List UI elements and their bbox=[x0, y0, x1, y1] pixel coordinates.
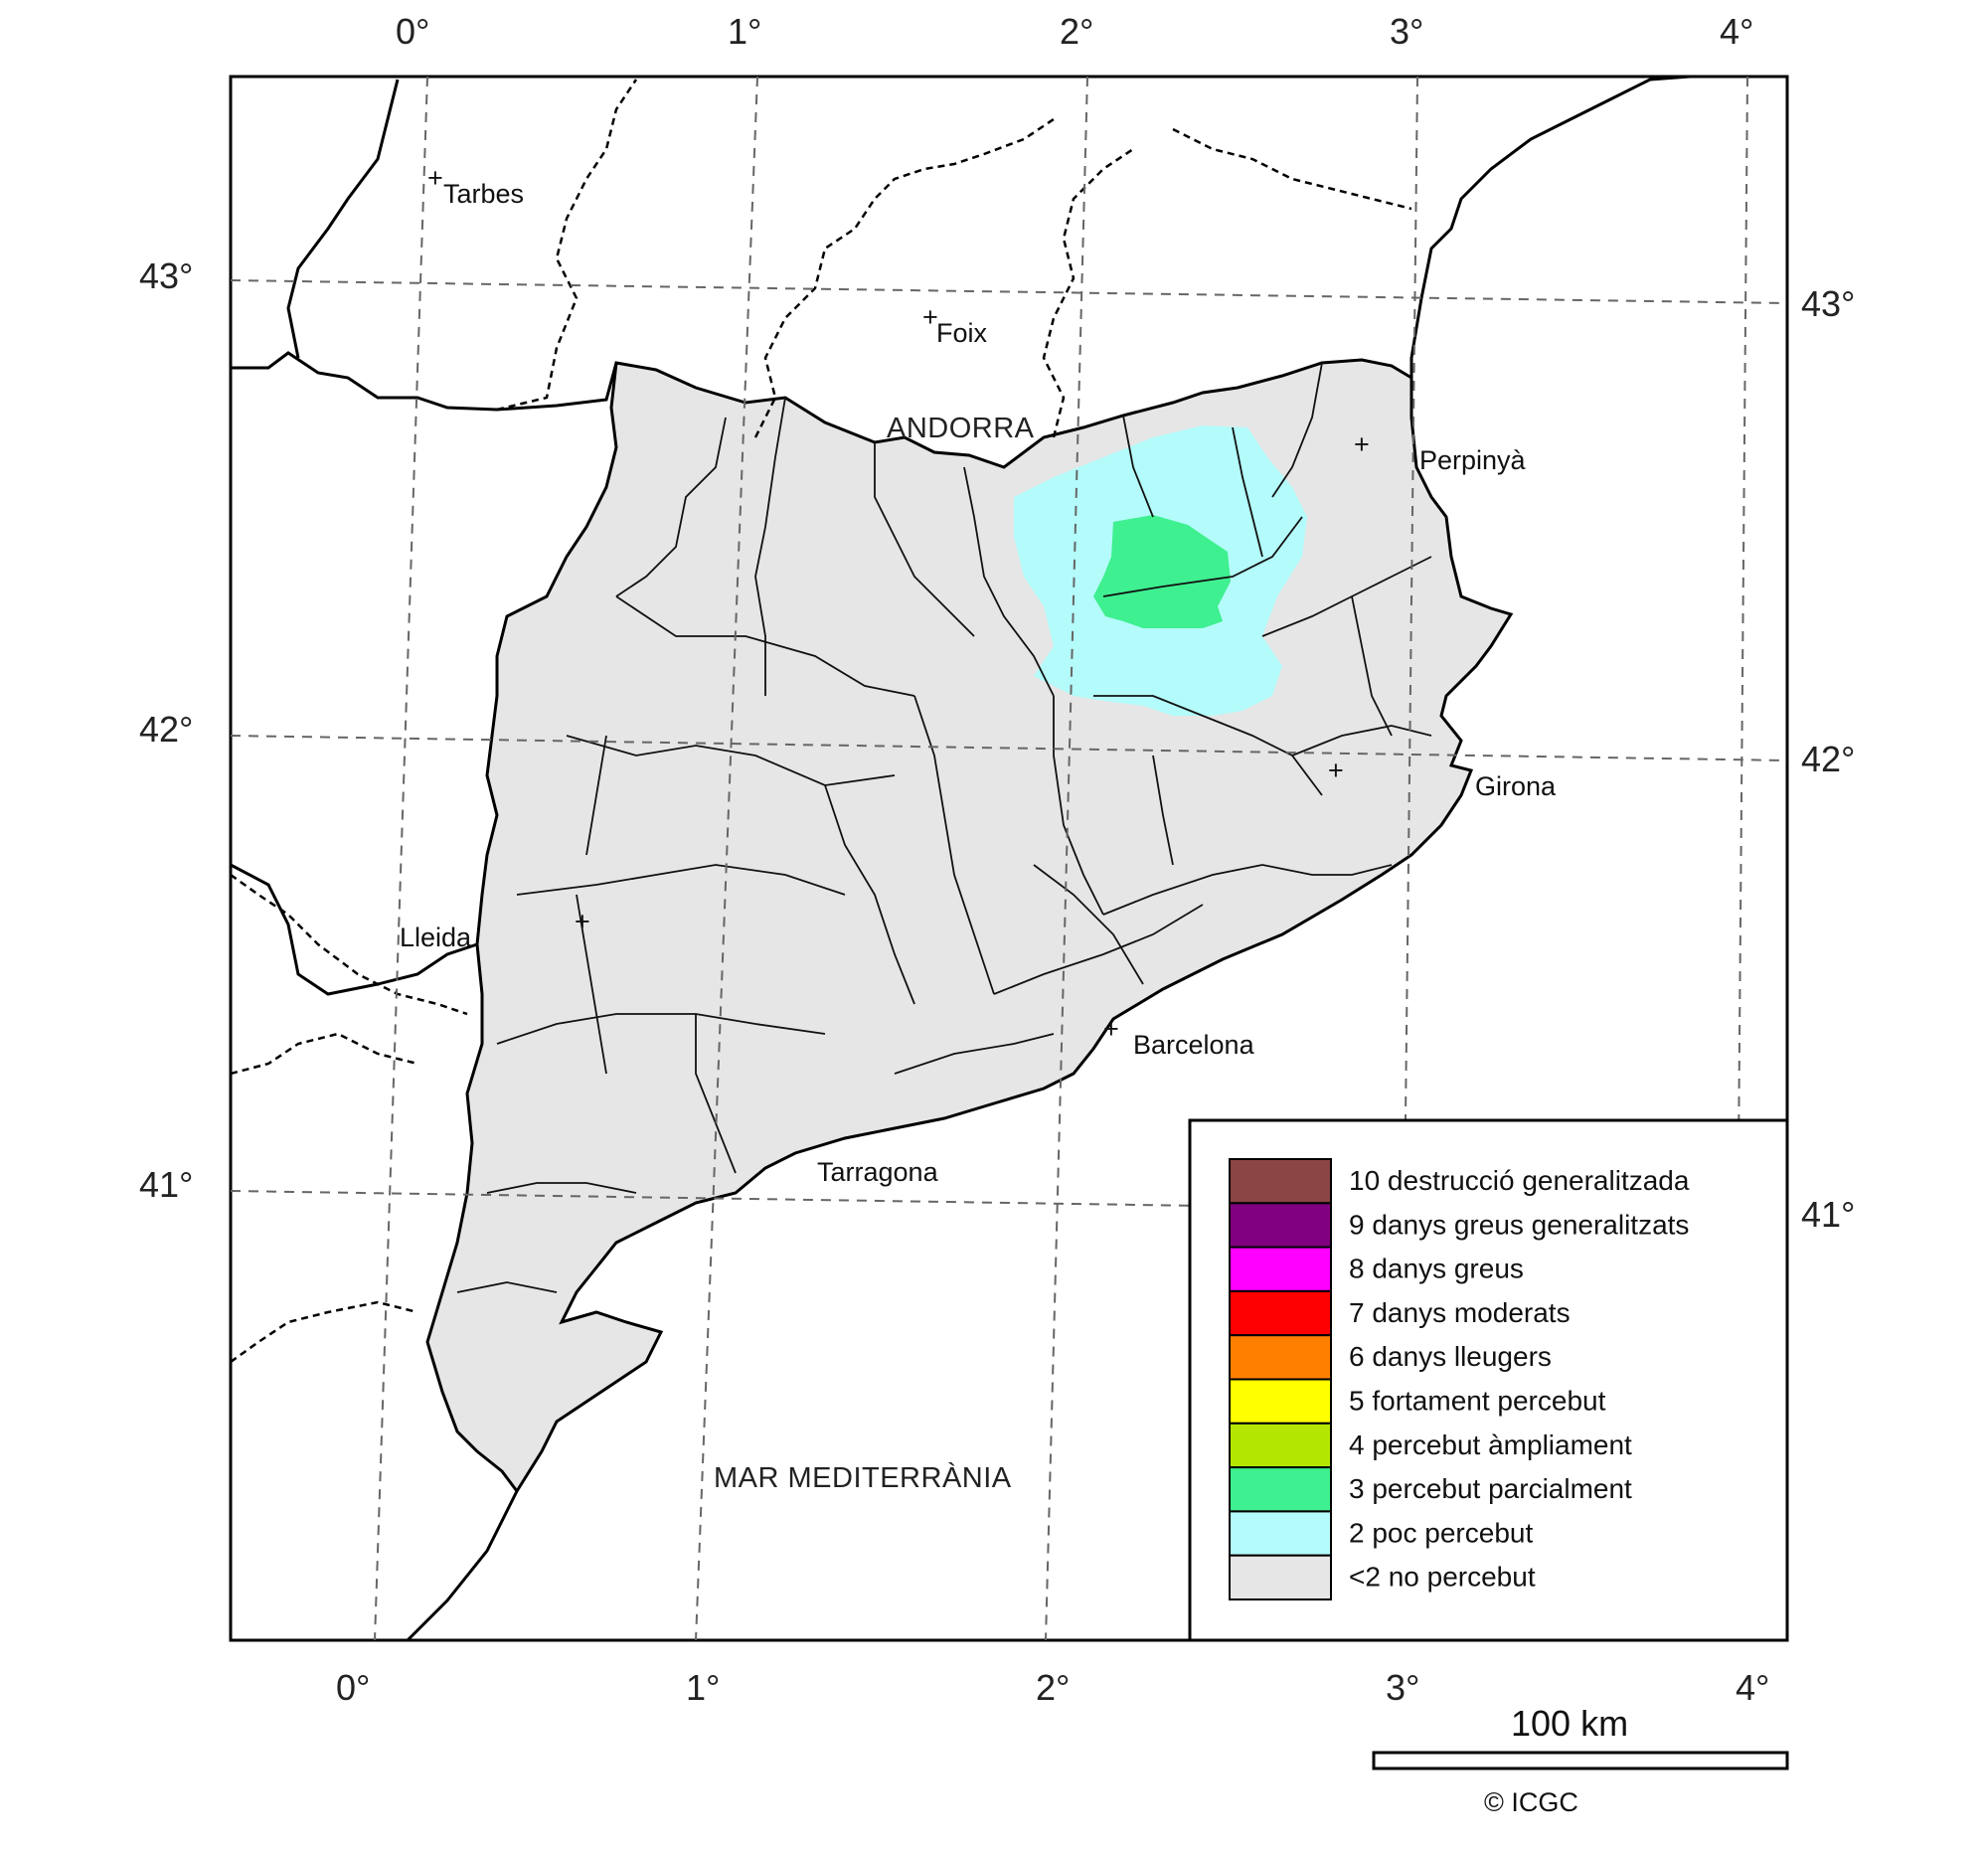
svg-text:0°: 0° bbox=[336, 1667, 370, 1708]
svg-text:Tarragona: Tarragona bbox=[817, 1157, 939, 1187]
credit-label: © ICGC bbox=[1484, 1787, 1578, 1817]
pyrenees-border-west bbox=[286, 79, 400, 359]
svg-text:Girona: Girona bbox=[1475, 771, 1557, 801]
top-axis: 0° 1° 2° 3° 4° bbox=[396, 11, 1753, 52]
legend-swatch bbox=[1229, 1158, 1332, 1205]
department-border-1 bbox=[496, 79, 638, 412]
coast-north bbox=[1409, 77, 1691, 418]
svg-text:Foix: Foix bbox=[936, 318, 988, 348]
svg-text:+: + bbox=[1103, 1014, 1119, 1044]
svg-text:100 km: 100 km bbox=[1511, 1703, 1628, 1744]
intensity-zone-3 bbox=[1093, 515, 1231, 628]
sea-label: MAR MEDITERRÀNIA bbox=[714, 1461, 1012, 1494]
svg-text:Tarbes: Tarbes bbox=[443, 179, 524, 209]
svg-text:41°: 41° bbox=[139, 1164, 193, 1205]
legend-label: 9 danys greus generalitzats bbox=[1349, 1209, 1689, 1240]
svg-text:Lleida: Lleida bbox=[400, 923, 472, 952]
svg-text:3°: 3° bbox=[1386, 1667, 1419, 1708]
svg-text:4°: 4° bbox=[1736, 1667, 1769, 1708]
right-axis: 43° 42° 41° bbox=[1801, 283, 1855, 1235]
svg-text:43°: 43° bbox=[1801, 283, 1855, 324]
legend-label: 3 percebut parcialment bbox=[1349, 1473, 1632, 1504]
coastline bbox=[406, 1490, 519, 1640]
legend-label: 6 danys lleugers bbox=[1349, 1341, 1552, 1372]
left-axis: 43° 42° 41° bbox=[139, 255, 193, 1205]
legend-swatch bbox=[1229, 1289, 1332, 1337]
svg-text:+: + bbox=[1354, 429, 1370, 459]
legend-swatch bbox=[1229, 1422, 1332, 1469]
svg-text:2°: 2° bbox=[1060, 11, 1093, 52]
department-border-3 bbox=[1042, 147, 1134, 438]
svg-text:1°: 1° bbox=[686, 1667, 720, 1708]
bottom-axis: 0° 1° 2° 3° 4° bbox=[336, 1667, 1769, 1708]
city-girona: + Girona bbox=[1328, 756, 1557, 801]
legend-swatch bbox=[1229, 1378, 1332, 1425]
legend-swatch bbox=[1229, 1334, 1332, 1381]
svg-text:4°: 4° bbox=[1720, 11, 1753, 52]
city-foix: + Foix bbox=[922, 302, 988, 348]
svg-text:0°: 0° bbox=[396, 11, 429, 52]
west-border-2 bbox=[231, 1032, 418, 1076]
city-tarragona: Tarragona bbox=[817, 1157, 939, 1187]
department-border-2 bbox=[753, 117, 1055, 438]
svg-text:+: + bbox=[1328, 756, 1344, 785]
legend-swatch bbox=[1229, 1466, 1332, 1513]
svg-text:+: + bbox=[427, 163, 443, 193]
legend-label: <2 no percebut bbox=[1349, 1562, 1536, 1593]
scale-bar: 100 km bbox=[1372, 1703, 1789, 1770]
legend-swatch bbox=[1229, 1510, 1332, 1557]
andorra-label: ANDORRA bbox=[887, 413, 1035, 444]
legend-label: 4 percebut àmpliament bbox=[1349, 1429, 1632, 1460]
france-border bbox=[231, 351, 618, 412]
svg-text:42°: 42° bbox=[139, 709, 193, 750]
svg-text:+: + bbox=[575, 907, 590, 936]
west-border-3 bbox=[231, 1300, 418, 1364]
legend-label: 10 destrucció generalitzada bbox=[1349, 1165, 1690, 1196]
legend-label: 7 danys moderats bbox=[1349, 1297, 1571, 1328]
aragon-border bbox=[231, 863, 478, 996]
legend-label: 5 fortament percebut bbox=[1349, 1386, 1606, 1417]
city-markers: + Tarbes + Foix + Perpinyà + Girona + Ll… bbox=[400, 163, 1557, 1187]
scale-bar-rect bbox=[1372, 1751, 1789, 1770]
svg-text:+: + bbox=[922, 302, 938, 332]
svg-text:Perpinyà: Perpinyà bbox=[1419, 445, 1527, 475]
city-lleida: + Lleida bbox=[400, 907, 590, 952]
svg-text:42°: 42° bbox=[1801, 739, 1855, 779]
svg-text:2°: 2° bbox=[1036, 1667, 1070, 1708]
legend-label: 2 poc percebut bbox=[1349, 1517, 1533, 1548]
svg-text:1°: 1° bbox=[728, 11, 761, 52]
district-boundaries bbox=[456, 362, 1432, 1293]
svg-text:41°: 41° bbox=[1801, 1194, 1855, 1235]
city-perpinya: + Perpinyà bbox=[1354, 429, 1527, 475]
legend-swatch bbox=[1229, 1202, 1332, 1249]
city-barcelona: + Barcelona bbox=[1103, 1014, 1255, 1060]
city-tarbes: + Tarbes bbox=[427, 163, 524, 209]
svg-text:3°: 3° bbox=[1390, 11, 1423, 52]
west-border bbox=[231, 873, 468, 1016]
legend-swatch bbox=[1229, 1246, 1332, 1292]
legend-swatch bbox=[1229, 1554, 1332, 1600]
svg-text:43°: 43° bbox=[139, 255, 193, 296]
legend-label: 8 danys greus bbox=[1349, 1254, 1524, 1284]
legend: 10 destrucció generalitzada 9 danys greus… bbox=[1188, 1118, 1789, 1642]
svg-text:Barcelona: Barcelona bbox=[1133, 1030, 1255, 1060]
